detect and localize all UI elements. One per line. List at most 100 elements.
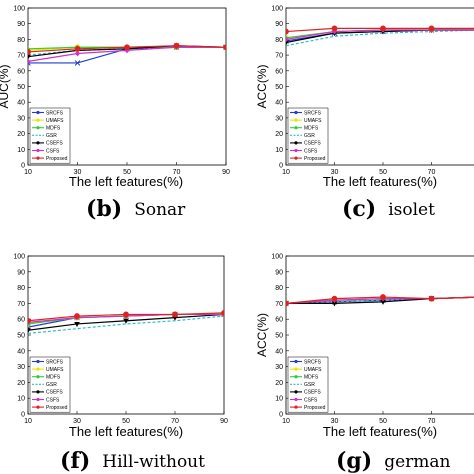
legend-label-srcfs: SRCFS: [46, 110, 64, 116]
y-tick-label: 10: [275, 147, 283, 154]
panel-caption-letter: (f): [60, 448, 90, 474]
panel-caption-name: isolet: [388, 200, 435, 220]
x-tick-label: 10: [24, 169, 32, 176]
x-axis-label: The left features(%): [323, 424, 437, 439]
legend-label-srcfs: SRCFS: [304, 110, 322, 116]
legend-label-gsr: GSR: [46, 133, 57, 139]
y-tick-label: 20: [275, 380, 283, 387]
x-axis-label: The left features(%): [323, 174, 437, 189]
point-csefs: [74, 321, 80, 327]
y-tick-label: 20: [275, 131, 283, 138]
legend-label-csfs: CSFS: [304, 148, 318, 154]
point-csfs: [74, 50, 81, 57]
legend-label-proposed: Proposed: [46, 405, 68, 411]
legend-label-umafs: UMAFS: [46, 118, 64, 124]
legend-marker-csfs: [36, 397, 40, 402]
legend-label-csfs: CSFS: [46, 397, 60, 403]
legend-marker-mdfs: [36, 126, 40, 130]
y-tick-label: 80: [17, 37, 25, 44]
legend-marker-csfs: [294, 397, 298, 402]
legend-label-srcfs: SRCFS: [46, 359, 64, 365]
legend-label-proposed: Proposed: [304, 156, 326, 162]
point-proposed: [331, 25, 338, 32]
legend-marker-proposed: [294, 156, 298, 160]
point-csefs: [286, 40, 289, 46]
panel-caption-letter: (b): [86, 196, 122, 222]
legend-marker-umafs: [36, 118, 40, 122]
y-tick-label: 100: [13, 6, 25, 13]
point-proposed: [221, 309, 224, 316]
point-proposed: [428, 295, 435, 302]
y-tick-label: 60: [17, 68, 25, 75]
legend-label-srcfs: SRCFS: [304, 359, 322, 365]
point-proposed: [124, 44, 130, 51]
legend-label-proposed: Proposed: [46, 156, 68, 162]
legend-label-mdfs: MDFS: [304, 126, 319, 132]
y-tick-label: 80: [17, 285, 25, 292]
point-proposed: [172, 311, 178, 318]
y-tick-label: 0: [21, 412, 25, 419]
y-tick-label: 90: [275, 21, 283, 28]
point-proposed: [28, 49, 31, 55]
legend-marker-srcfs: [294, 359, 298, 364]
legend-marker-srcfs: [36, 110, 40, 115]
legend-label-gsr: GSR: [304, 133, 315, 139]
series-group: [286, 294, 474, 307]
point-csfs: [28, 58, 31, 65]
legend-label-umafs: UMAFS: [46, 367, 64, 373]
y-tick-label: 50: [275, 333, 283, 340]
legend-label-umafs: UMAFS: [304, 118, 322, 124]
point-csefs: [123, 318, 129, 324]
y-tick-label: 70: [275, 301, 283, 308]
y-tick-label: 90: [275, 269, 283, 276]
legend-label-csefs: CSEFS: [46, 390, 63, 396]
legend-marker-srcfs: [36, 359, 40, 364]
legend-marker-csefs: [294, 141, 298, 145]
y-tick-label: 70: [17, 301, 25, 308]
legend-label-csfs: CSFS: [46, 148, 60, 154]
y-axis-label: AUC(%): [0, 64, 11, 108]
legend-label-umafs: UMAFS: [304, 367, 322, 373]
legend-marker-mdfs: [294, 375, 298, 379]
legend-marker-proposed: [294, 405, 298, 409]
legend-label-csefs: CSEFS: [304, 390, 321, 396]
y-tick-label: 100: [271, 6, 283, 13]
y-tick-label: 20: [17, 131, 25, 138]
point-srcfs: [74, 60, 81, 66]
point-proposed: [428, 25, 435, 32]
legend-marker-csfs: [36, 148, 40, 153]
legend-label-mdfs: MDFS: [46, 375, 61, 381]
y-tick-label: 70: [275, 53, 283, 60]
y-tick-label: 60: [17, 317, 25, 324]
legend-box: [287, 107, 329, 164]
y-tick-label: 30: [275, 115, 283, 122]
point-proposed: [173, 42, 180, 49]
legend-marker-csfs: [294, 148, 298, 153]
y-tick-label: 40: [17, 100, 25, 107]
legend-label-mdfs: MDFS: [304, 375, 319, 381]
y-tick-label: 90: [17, 21, 25, 28]
point-proposed: [74, 45, 81, 52]
y-tick-label: 0: [279, 412, 283, 419]
x-axis-label: The left features(%): [69, 424, 183, 439]
point-csfs: [286, 36, 289, 43]
legend-label-gsr: GSR: [46, 382, 57, 388]
legend-marker-mdfs: [294, 126, 298, 130]
panel-caption-name: german: [384, 452, 450, 472]
point-proposed: [380, 25, 386, 32]
legend-label-mdfs: MDFS: [46, 126, 61, 132]
panel-caption-letter: (g): [336, 448, 372, 474]
x-tick-label: 10: [24, 418, 32, 425]
x-tick-label: 90: [222, 169, 230, 176]
point-proposed: [28, 317, 31, 324]
legend-marker-umafs: [294, 367, 298, 371]
y-tick-label: 10: [17, 147, 25, 154]
legend-marker-csefs: [294, 390, 298, 394]
y-axis-label: ACC(%): [255, 64, 269, 108]
y-tick-label: 30: [275, 364, 283, 371]
